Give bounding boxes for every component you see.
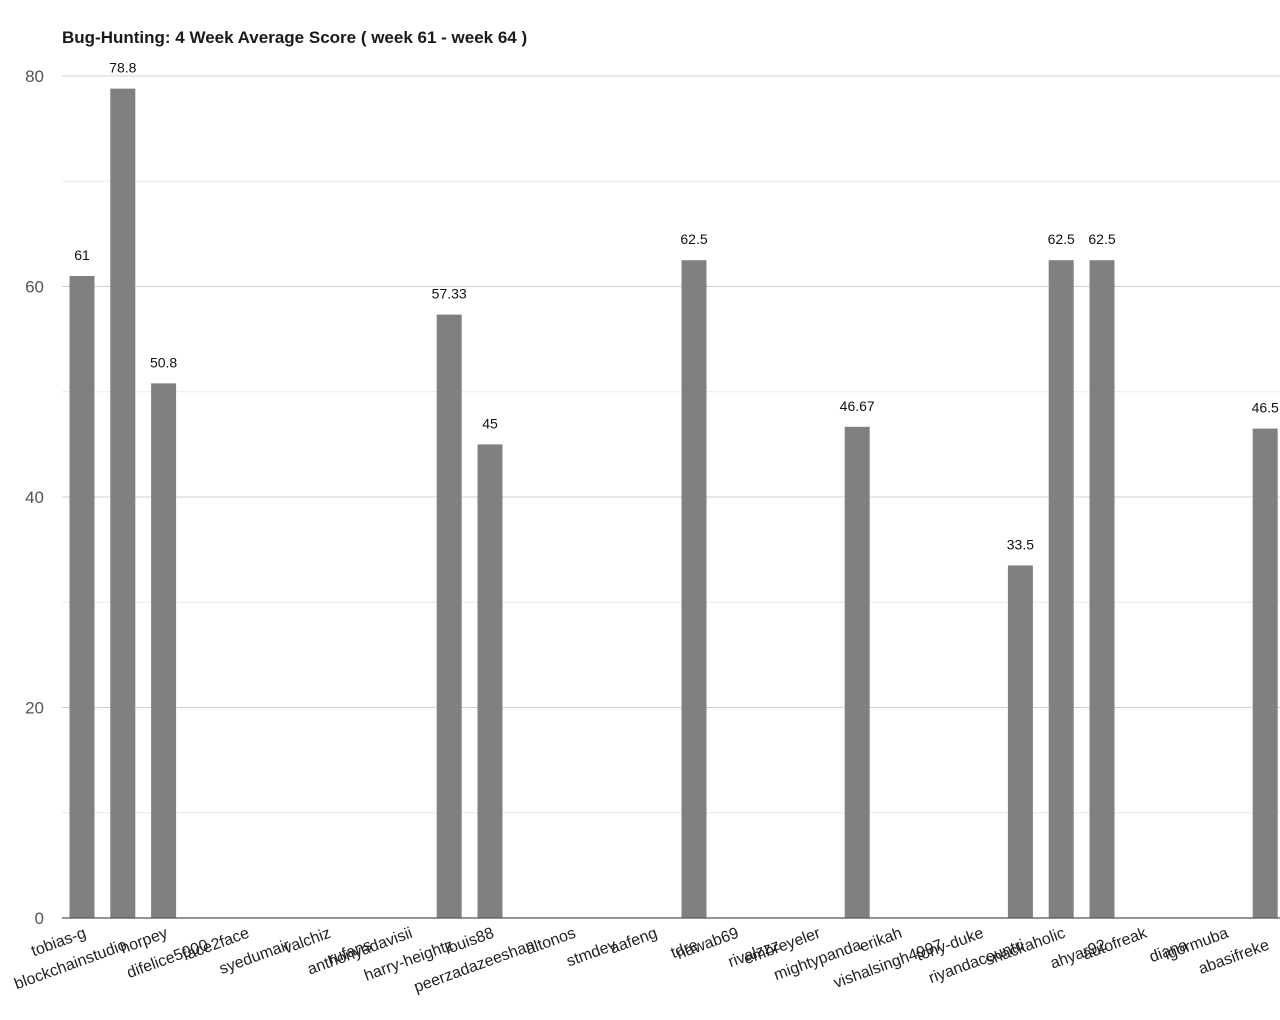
- y-tick-label: 60: [25, 278, 44, 297]
- bars: [69, 88, 1278, 919]
- bar-harry-heightz: [436, 314, 462, 918]
- data-label: 50.8: [150, 354, 177, 370]
- bar-tobias-g: [69, 275, 95, 919]
- y-axis: 0 20 40 60 80: [25, 67, 44, 928]
- data-labels: 61 78.8 50.8 57.33 45 62.5 46.67 33.5 62.5 62.5 46…: [74, 60, 1279, 553]
- bar-ahyar92: [1089, 260, 1115, 918]
- chart-title: Bug-Hunting: 4 Week Average Score ( week…: [62, 28, 528, 47]
- bar-tdre: [681, 260, 707, 918]
- bar-abasifreke: [1252, 428, 1278, 918]
- x-tick-label: aafeng: [608, 925, 660, 958]
- y-tick-label: 20: [25, 699, 44, 718]
- bar-snackaholic: [1048, 260, 1074, 918]
- x-tick-label: autofreak: [1081, 924, 1150, 963]
- bar-louis88: [477, 444, 503, 918]
- bar-blockchainstudio: [110, 88, 136, 918]
- data-label: 57.33: [432, 286, 467, 302]
- y-tick-label: 0: [35, 909, 44, 928]
- x-axis: tobias-gblockchainstudiohorpeydifelice50…: [12, 917, 1280, 996]
- bar-mightypanda: [844, 426, 870, 918]
- data-label: 46.5: [1252, 400, 1279, 416]
- gridlines: [62, 75, 1280, 814]
- data-label: 33.5: [1007, 536, 1034, 552]
- data-label: 46.67: [840, 398, 875, 414]
- data-label: 62.5: [1048, 231, 1075, 247]
- y-tick-label: 40: [25, 488, 44, 507]
- data-label: 62.5: [1088, 231, 1115, 247]
- x-tick-label: valchiz: [281, 925, 333, 958]
- bar-horpey: [151, 383, 177, 919]
- y-tick-label: 80: [25, 67, 44, 86]
- data-label: 62.5: [680, 231, 707, 247]
- data-label: 45: [482, 415, 498, 431]
- data-label: 78.8: [109, 60, 136, 76]
- data-label: 61: [74, 247, 90, 263]
- bar-riyandacountri: [1007, 565, 1033, 918]
